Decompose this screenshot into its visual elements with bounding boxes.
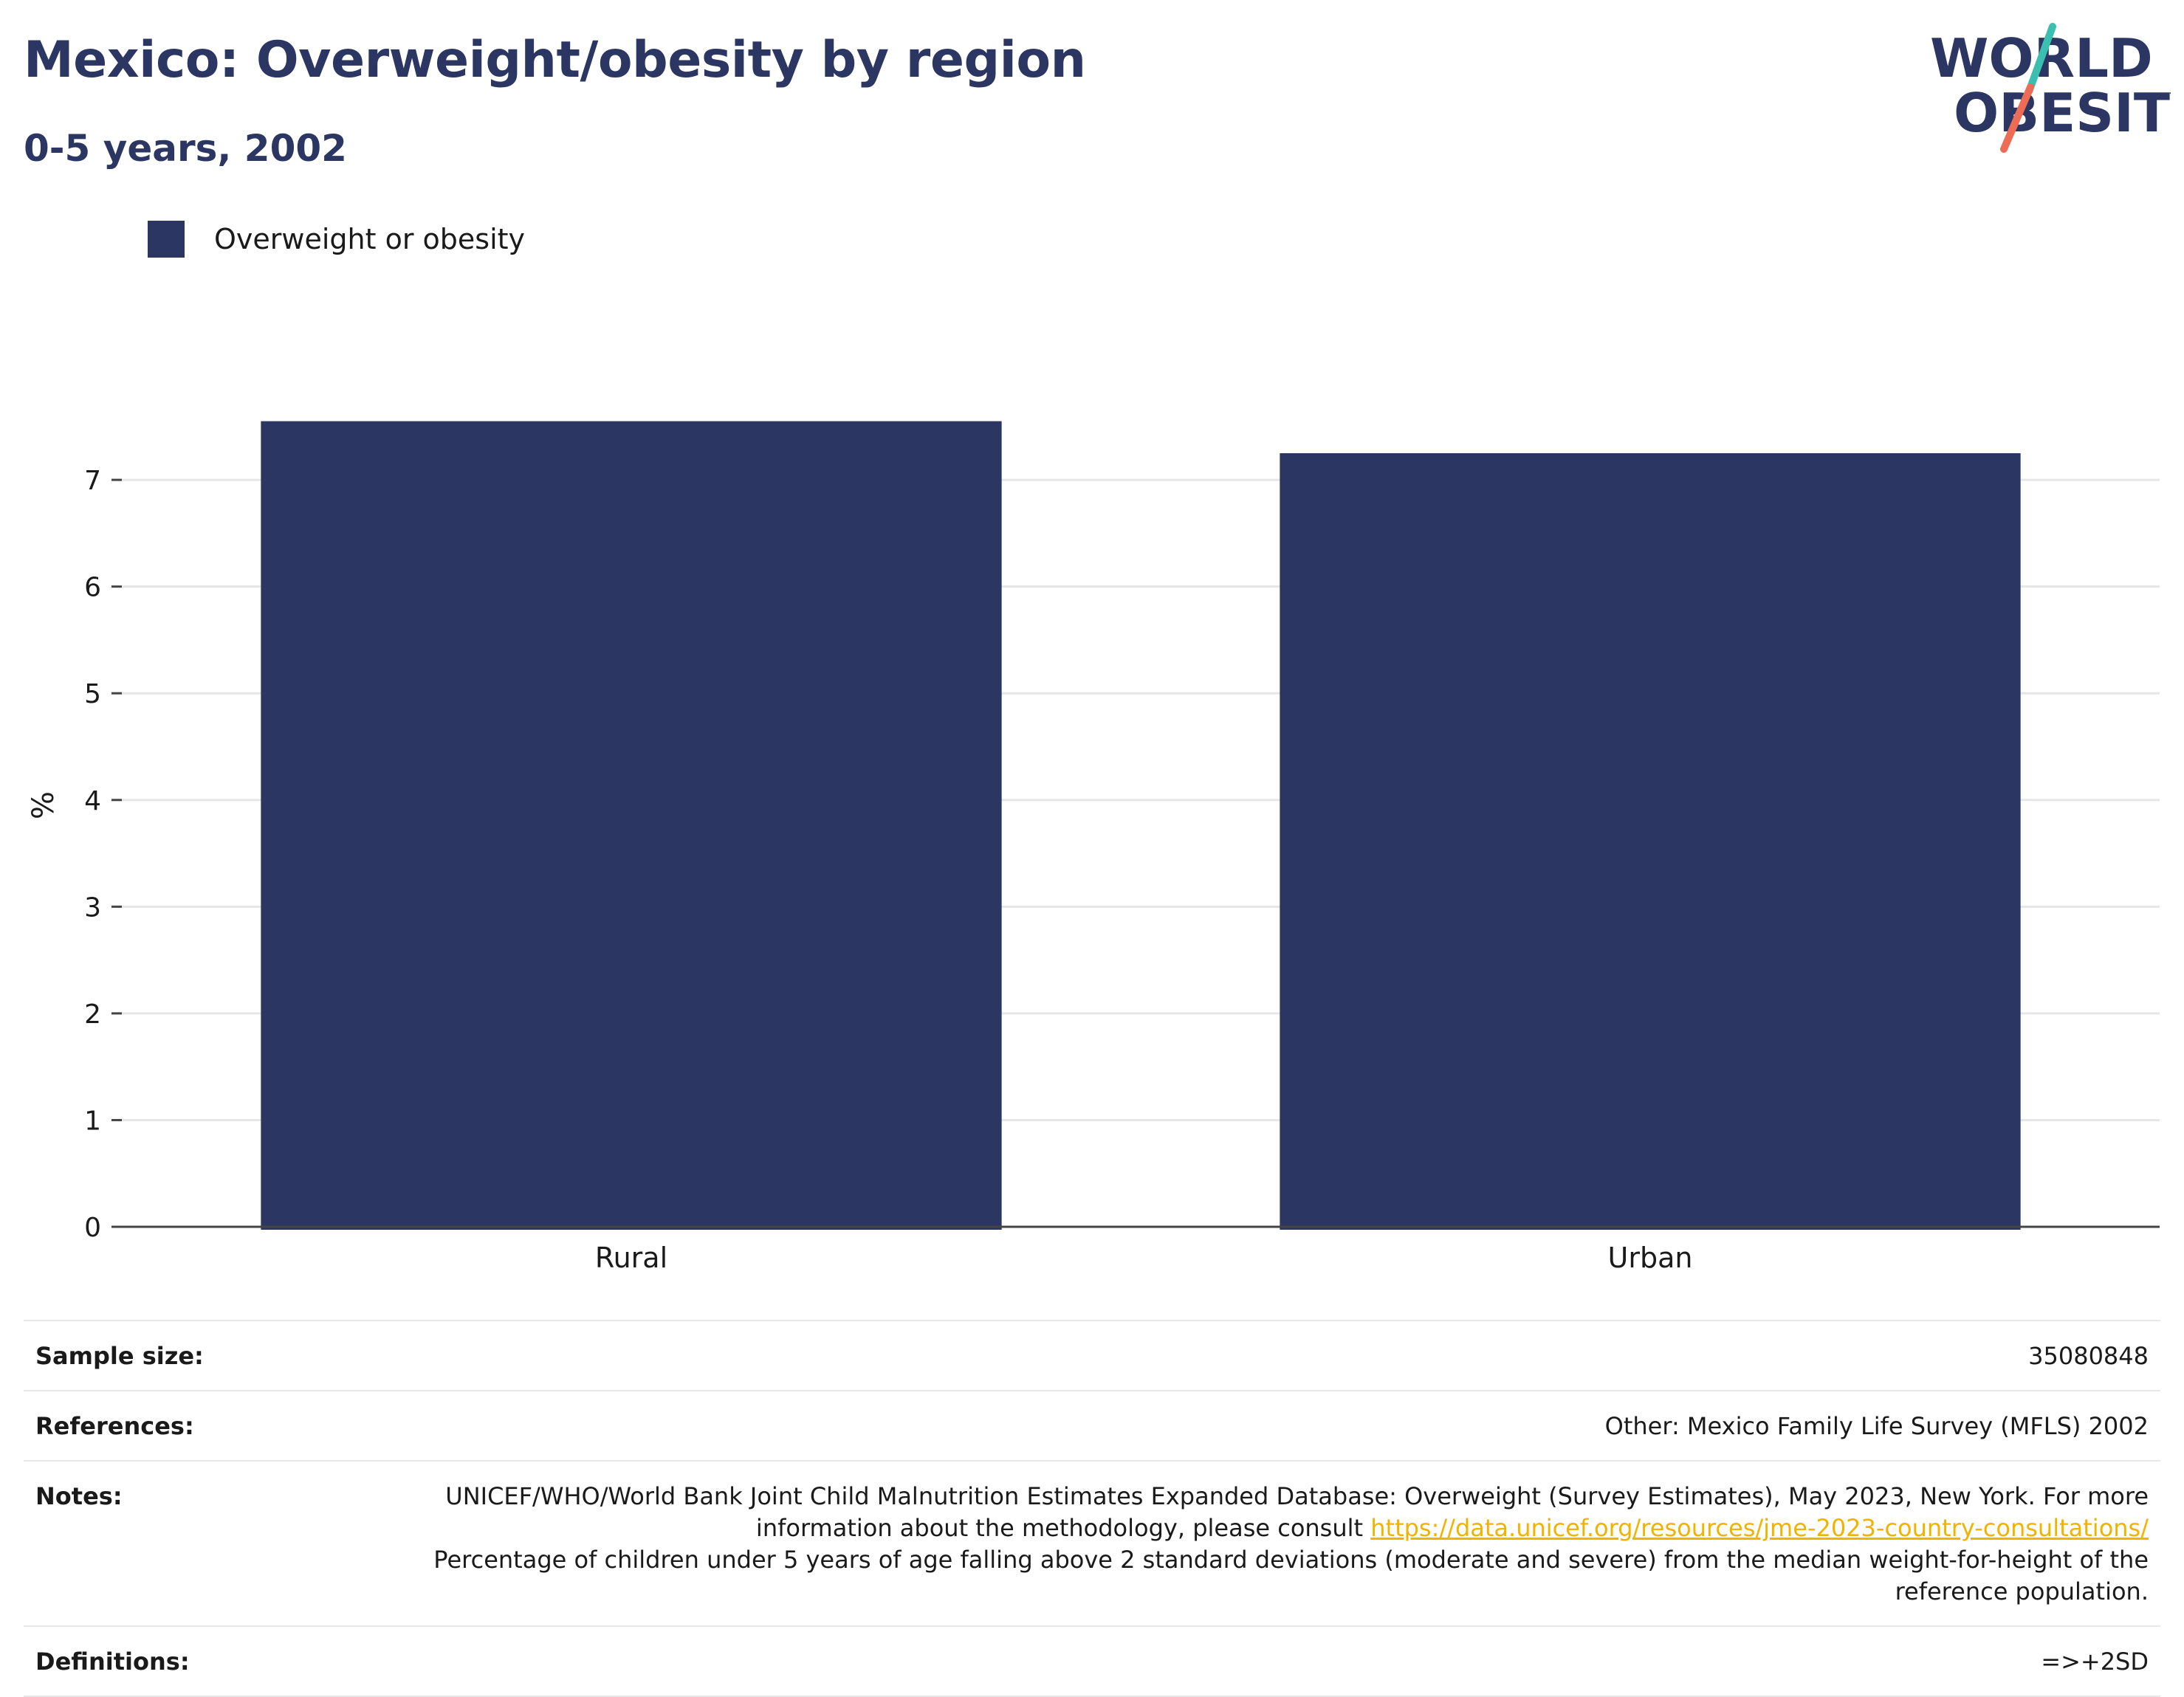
world-obesity-logo: WORLD OBESITY xyxy=(1930,23,2171,153)
y-tick-label-1: 1 xyxy=(84,1106,101,1136)
definitions-label: Definitions: xyxy=(35,1648,190,1676)
sample-size-value: 35080848 xyxy=(2028,1342,2149,1370)
sample-size-label: Sample size: xyxy=(35,1342,204,1370)
y-tick-label-2: 2 xyxy=(84,999,101,1030)
logo-slash-bottom xyxy=(2000,83,2034,153)
y-tick-label-3: 3 xyxy=(84,892,101,923)
chart-legend[interactable]: Overweight or obesity xyxy=(148,218,525,260)
logo-text-obesity: OBESITY xyxy=(1954,82,2171,144)
bar-urban xyxy=(1280,452,2021,1230)
notes-text-1: UNICEF/WHO/World Bank Joint Child Malnut… xyxy=(445,1482,2149,1542)
x-tick-label-urban: Urban xyxy=(1608,1242,1693,1274)
notes-value: UNICEF/WHO/World Bank Joint Child Malnut… xyxy=(343,1461,2160,1626)
notes-text-2: Percentage of children under 5 years of … xyxy=(433,1546,2149,1605)
x-tick-label-rural: Rural xyxy=(595,1242,667,1274)
y-tick-label-4: 4 xyxy=(84,786,101,816)
logo-slash-top xyxy=(2025,23,2056,95)
chart-subtitle: 0-5 years, 2002 xyxy=(24,127,347,170)
y-tick-label-7: 7 xyxy=(84,466,101,496)
metadata-table: Sample size: 35080848 References: Other:… xyxy=(24,1320,2160,1697)
meta-row-notes: Notes: UNICEF/WHO/World Bank Joint Child… xyxy=(24,1461,2160,1626)
y-tick-label-5: 5 xyxy=(84,679,101,709)
bar-rural xyxy=(261,421,1002,1230)
meta-row-sample-size: Sample size: 35080848 xyxy=(24,1321,2160,1391)
legend-swatch-overweight xyxy=(148,221,185,258)
y-tick-label-6: 6 xyxy=(84,573,101,603)
meta-row-definitions: Definitions: =>+2SD xyxy=(24,1626,2160,1696)
bar-chart: 0 1 2 3 4 5 6 7% Rural Urban xyxy=(27,421,2160,1274)
chart-title: Mexico: Overweight/obesity by region xyxy=(24,31,1086,89)
notes-link[interactable]: https://data.unicef.org/resources/jme-20… xyxy=(1370,1514,2149,1542)
y-axis-title: % xyxy=(27,791,61,819)
meta-row-references: References: Other: Mexico Family Life Su… xyxy=(24,1391,2160,1461)
legend-label-overweight: Overweight or obesity xyxy=(214,223,526,255)
references-value: Other: Mexico Family Life Survey (MFLS) … xyxy=(1604,1412,2149,1440)
notes-label: Notes: xyxy=(35,1482,123,1510)
y-tick-label-0: 0 xyxy=(84,1213,101,1243)
references-label: References: xyxy=(35,1412,194,1440)
definitions-value: =>+2SD xyxy=(2041,1648,2149,1676)
